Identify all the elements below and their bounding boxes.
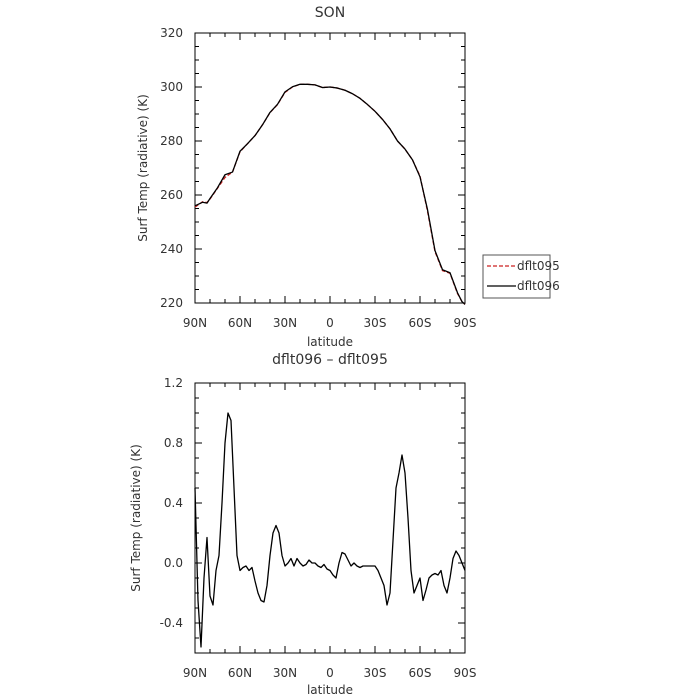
x-tick-label: 90S [454, 666, 477, 680]
x-tick-label: 60S [409, 316, 432, 330]
y-tick-label: 240 [160, 242, 183, 256]
series-line-dflt096 [194, 83, 466, 305]
x-tick-label: 30N [273, 666, 297, 680]
y-tick-label: -0.4 [160, 616, 183, 630]
x-tick-label: 90N [183, 666, 207, 680]
x-tick-label: 30N [273, 316, 297, 330]
y-tick-label: 1.2 [164, 376, 183, 390]
chart-title: SON [315, 5, 345, 21]
top-panel-son: SON latitude Surf Temp (radiative) (K) 9… [136, 5, 560, 349]
x-axis-label: latitude [307, 335, 353, 349]
series-lines [194, 83, 466, 305]
x-tick-label: 0 [326, 666, 334, 680]
axis-ticks: 90N 60N 30N 0 30S 60S 90S 220 240 260 280 300 320 [160, 26, 476, 330]
y-tick-label: 300 [160, 80, 183, 94]
legend-label-dflt096: dflt096 [517, 279, 560, 293]
x-tick-label: 90N [183, 316, 207, 330]
x-tick-label: 90S [454, 316, 477, 330]
x-tick-label: 60N [228, 316, 252, 330]
y-tick-label: 320 [160, 26, 183, 40]
y-tick-label: 0.4 [164, 496, 183, 510]
series-line-diff-0 [194, 412, 466, 648]
legend: dflt095 dflt096 [482, 254, 560, 299]
plot-frame [194, 32, 466, 304]
x-tick-label: 60N [228, 666, 252, 680]
legend-label-dflt095: dflt095 [517, 259, 560, 273]
legend-box [482, 254, 551, 299]
x-tick-label: 30S [364, 316, 387, 330]
x-tick-label: 60S [409, 666, 432, 680]
y-tick-label: 0.0 [164, 556, 183, 570]
y-tick-label: 0.8 [164, 436, 183, 450]
x-axis-label: latitude [307, 683, 353, 697]
y-axis-label: Surf Temp (radiative) (K) [136, 94, 150, 242]
y-tick-label: 260 [160, 188, 183, 202]
axis-ticks: 90N 60N 30N 0 30S 60S 90S -0.4 0.0 0.4 0.8 1.2 [160, 376, 477, 680]
x-tick-label: 30S [364, 666, 387, 680]
y-tick-label: 280 [160, 134, 183, 148]
series-lines [194, 412, 466, 648]
chart-title: dflt096 – dflt095 [272, 352, 388, 368]
y-axis-label: Surf Temp (radiative) (K) [129, 444, 143, 592]
x-tick-label: 0 [326, 316, 334, 330]
y-tick-label: 220 [160, 296, 183, 310]
bottom-panel-difference: dflt096 – dflt095 latitude Surf Temp (ra… [129, 352, 476, 697]
